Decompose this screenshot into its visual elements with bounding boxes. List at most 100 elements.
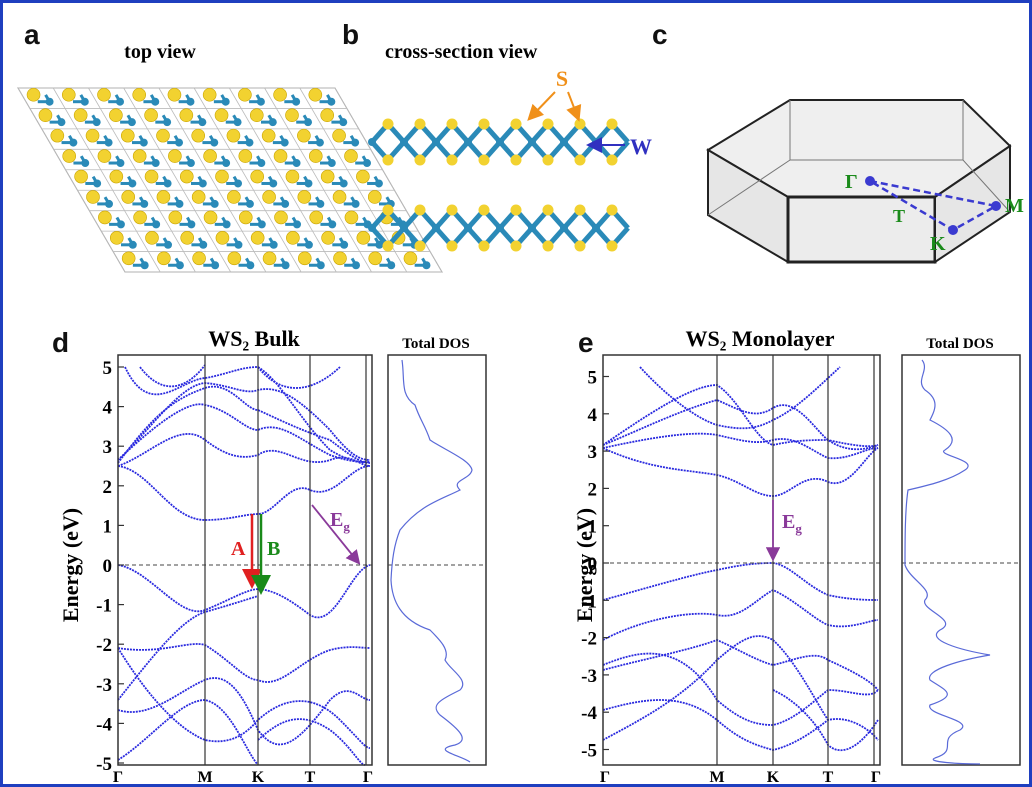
- tungsten-atom: [592, 224, 600, 232]
- sulfur-atom: [227, 190, 240, 203]
- y-tick-label: -5: [581, 741, 597, 762]
- sulfur-atom: [192, 190, 205, 203]
- tungsten-atom: [151, 98, 159, 106]
- tungsten-atom: [163, 118, 171, 126]
- tungsten-atom: [339, 118, 347, 126]
- gap-label-main: E: [782, 511, 795, 533]
- y-tick-label: 3: [588, 442, 598, 463]
- figure: a top view b cross-section view S W c Γ …: [0, 0, 1032, 787]
- y-tick-label: -3: [581, 666, 597, 687]
- sulfur-atom: [145, 170, 158, 183]
- sulfur-atom: [262, 129, 275, 142]
- tungsten-atom: [496, 224, 504, 232]
- sulfur-atom: [168, 150, 181, 163]
- x-tick-label: K: [252, 769, 265, 786]
- sulfur-atom: [134, 211, 147, 224]
- sulfur-atom: [251, 170, 264, 183]
- tungsten-atom: [152, 220, 160, 228]
- sulfur-atom: [133, 88, 146, 101]
- y-tick-label: 0: [588, 554, 598, 575]
- tungsten-atom: [175, 200, 183, 208]
- sulfur-atom: [607, 155, 618, 166]
- tungsten-atom: [199, 179, 207, 187]
- atom-label: W: [630, 134, 652, 159]
- tungsten-atom: [304, 179, 312, 187]
- sulfur-atom: [511, 155, 522, 166]
- tungsten-atom: [129, 241, 137, 249]
- tungsten-atom: [282, 261, 290, 269]
- x-tick-label: T: [305, 769, 316, 786]
- sulfur-atom: [345, 211, 358, 224]
- tungsten-atom: [117, 220, 125, 228]
- sulfur-atom: [98, 150, 111, 163]
- sulfur-atom: [369, 252, 382, 265]
- tungsten-atom: [164, 241, 172, 249]
- sulfur-atom: [122, 190, 135, 203]
- tungsten-atom: [328, 159, 336, 167]
- sulfur-atom: [286, 170, 299, 183]
- tungsten-atom: [560, 138, 568, 146]
- sulfur-atom: [27, 88, 40, 101]
- tungsten-atom: [400, 138, 408, 146]
- sulfur-atom: [121, 129, 134, 142]
- tungsten-atom: [368, 224, 376, 232]
- tungsten-atom: [432, 138, 440, 146]
- sulfur-atom: [109, 109, 122, 122]
- sulfur-atom: [192, 129, 205, 142]
- y-tick-label: -1: [581, 591, 597, 612]
- tungsten-atom: [281, 139, 289, 147]
- sulfur-atom: [383, 119, 394, 130]
- transition-label: B: [267, 538, 280, 560]
- k-point-label: T: [893, 206, 905, 226]
- tungsten-atom: [464, 224, 472, 232]
- tungsten-atom: [81, 159, 89, 167]
- sulfur-atom: [274, 150, 287, 163]
- sulfur-atom: [511, 205, 522, 216]
- tungsten-atom: [292, 98, 300, 106]
- sulfur-atom: [607, 205, 618, 216]
- sulfur-atom: [204, 150, 217, 163]
- tungsten-atom: [317, 261, 325, 269]
- sulfur-atom: [357, 231, 370, 244]
- y-tick-label: -4: [96, 714, 112, 735]
- x-tick-label: Γ: [363, 769, 373, 786]
- sulfur-atom: [193, 252, 206, 265]
- tungsten-atom: [187, 159, 195, 167]
- tungsten-atom: [528, 138, 536, 146]
- tungsten-atom: [93, 179, 101, 187]
- panel-letter: e: [578, 327, 594, 358]
- k-point-label: M: [1005, 195, 1024, 217]
- tungsten-atom: [69, 139, 77, 147]
- y-tick-label: 3: [103, 437, 113, 458]
- sulfur-atom: [447, 155, 458, 166]
- sulfur-atom: [321, 170, 334, 183]
- sulfur-atom: [97, 88, 110, 101]
- sulfur-atom: [415, 155, 426, 166]
- gap-label-sub: g: [795, 521, 802, 536]
- tungsten-atom: [140, 139, 148, 147]
- tungsten-atom: [211, 261, 219, 269]
- sulfur-atom: [168, 88, 181, 101]
- tungsten-atom: [269, 179, 277, 187]
- sulfur-atom: [607, 119, 618, 130]
- tungsten-atom: [258, 220, 266, 228]
- tungsten-atom: [352, 200, 360, 208]
- sulfur-atom: [215, 170, 228, 183]
- tungsten-atom: [316, 139, 324, 147]
- panel-letter: a: [24, 19, 40, 50]
- sulfur-atom: [297, 129, 310, 142]
- tungsten-atom: [328, 220, 336, 228]
- sulfur-atom: [228, 252, 241, 265]
- sulfur-atom: [575, 155, 586, 166]
- tungsten-atom: [375, 179, 383, 187]
- sulfur-atom: [309, 88, 322, 101]
- y-tick-label: 1: [588, 517, 598, 538]
- k-point-label: Γ: [845, 171, 858, 193]
- panel-title: cross-section view: [385, 41, 538, 63]
- tungsten-atom: [176, 261, 184, 269]
- tungsten-atom: [269, 118, 277, 126]
- y-tick-label: -3: [96, 675, 112, 696]
- sulfur-atom: [227, 129, 240, 142]
- sulfur-atom: [286, 231, 299, 244]
- sulfur-atom: [180, 109, 193, 122]
